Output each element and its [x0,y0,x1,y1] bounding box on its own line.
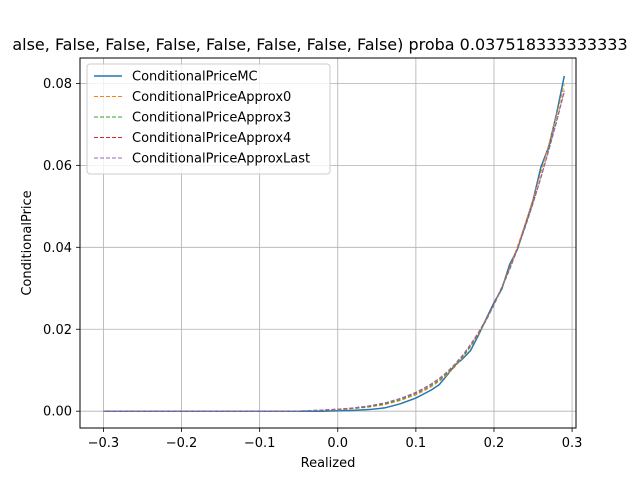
legend-label-1: ConditionalPriceApprox0 [132,90,291,105]
y-tick-label: 0.06 [43,159,72,174]
y-tick-label: 0.08 [43,77,72,92]
legend-label-0: ConditionalPriceMC [132,70,258,85]
x-tick-label: −0.2 [166,436,198,451]
x-tick-label: 0.0 [327,436,348,451]
legend-label-3: ConditionalPriceApprox4 [132,131,291,146]
y-tick-label: 0.04 [43,241,72,256]
series-line-1 [103,84,565,412]
x-tick-label: 0.3 [562,436,583,451]
axis-ticks: −0.3 −0.2 −0.1 0.0 0.1 0.2 0.3 0.00 0.02 0.04 0.06… [43,77,582,451]
series-line-4 [103,91,565,412]
x-tick-label: −0.3 [88,436,120,451]
x-tick-label: 0.1 [406,436,427,451]
legend-label-4: ConditionalPriceApproxLast [132,152,310,167]
y-axis-label: ConditionalPrice [20,190,35,295]
legend-box [86,63,331,175]
legend-label-2: ConditionalPriceApprox3 [132,111,291,126]
x-tick-label: −0.1 [244,436,276,451]
legend: ConditionalPriceMC ConditionalPriceApprox… [86,63,331,175]
series-line-2 [103,90,565,412]
series-lines [103,75,566,412]
plot-frame [79,57,577,429]
x-tick-label: 0.2 [484,436,505,451]
x-axis-label: Realized [301,456,356,471]
chart-title: alse, False, False, False, False, False,… [12,35,627,54]
y-tick-label: 0.02 [43,323,72,338]
y-tick-label: 0.00 [43,405,72,420]
